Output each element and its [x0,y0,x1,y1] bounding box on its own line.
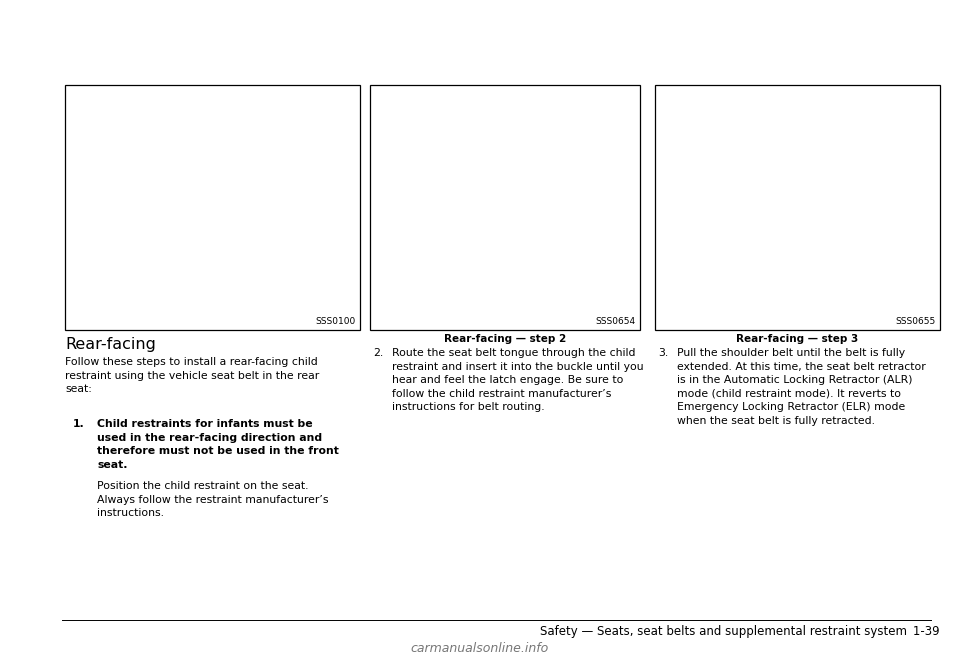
Text: Route the seat belt tongue through the child
restraint and insert it into the bu: Route the seat belt tongue through the c… [392,348,643,412]
Bar [370,85,640,330]
Bar [655,85,940,330]
Text: 2.: 2. [373,348,383,358]
Text: SSS0655: SSS0655 [896,317,936,326]
Text: Follow these steps to install a rear-facing child
restraint using the vehicle se: Follow these steps to install a rear-fac… [65,357,320,394]
Text: Child restraints for infants must be
used in the rear-facing direction and
there: Child restraints for infants must be use… [97,419,339,470]
Text: Safety — Seats, seat belts and supplemental restraint system 1-39: Safety — Seats, seat belts and supplemen… [540,625,940,638]
Text: SSS0100: SSS0100 [316,317,356,326]
Text: Pull the shoulder belt until the belt is fully
extended. At this time, the seat : Pull the shoulder belt until the belt is… [677,348,925,426]
Text: 1.: 1. [73,419,84,429]
Text: 3.: 3. [658,348,668,358]
Text: Position the child restraint on the seat.
Always follow the restraint manufactur: Position the child restraint on the seat… [97,481,328,518]
Text: Rear-facing — step 3: Rear-facing — step 3 [736,334,858,344]
Text: carmanualsonline.info: carmanualsonline.info [411,641,549,655]
Text: Rear-facing: Rear-facing [65,337,156,352]
Text: SSS0654: SSS0654 [596,317,636,326]
Text: Rear-facing — step 2: Rear-facing — step 2 [444,334,566,344]
Bar [65,85,360,330]
